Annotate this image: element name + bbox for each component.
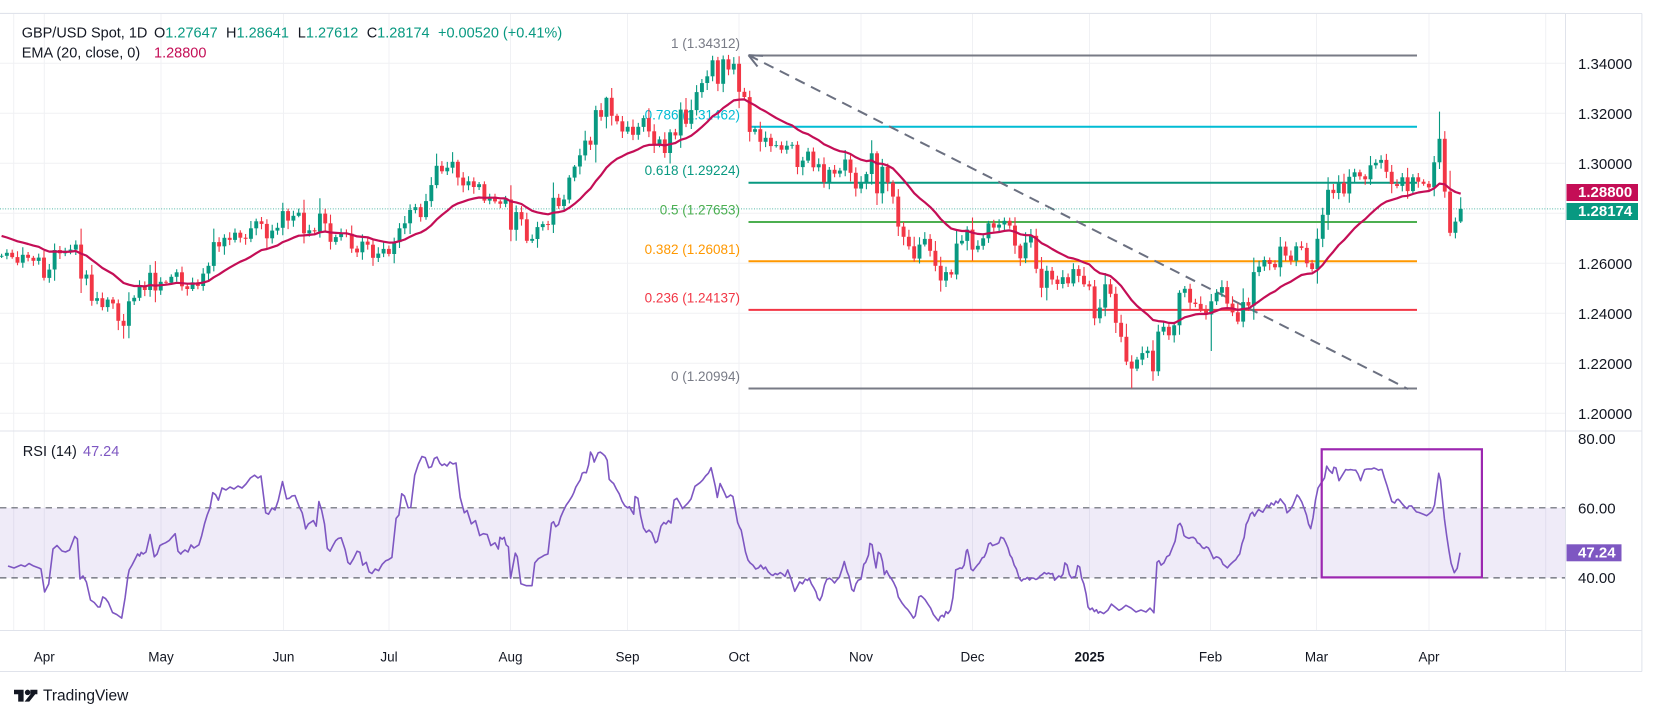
svg-text:1.28174: 1.28174 bbox=[1578, 203, 1633, 220]
svg-text:TradingView: TradingView bbox=[43, 687, 129, 704]
svg-text:80.00: 80.00 bbox=[1578, 431, 1616, 448]
svg-text:0.382 (1.26081): 0.382 (1.26081) bbox=[645, 242, 740, 257]
svg-text:1 (1.34312): 1 (1.34312) bbox=[671, 36, 740, 51]
svg-text:Mar: Mar bbox=[1305, 650, 1329, 665]
svg-text:Nov: Nov bbox=[849, 650, 873, 665]
svg-text:1.20000: 1.20000 bbox=[1578, 406, 1632, 423]
svg-text:Sep: Sep bbox=[615, 650, 639, 665]
svg-text:60.00: 60.00 bbox=[1578, 501, 1616, 518]
svg-text:RSI (14)47.24: RSI (14) 47.24 bbox=[23, 444, 119, 460]
svg-text:Jun: Jun bbox=[273, 650, 295, 665]
svg-text:Aug: Aug bbox=[498, 650, 522, 665]
svg-text:Jul: Jul bbox=[380, 650, 397, 665]
svg-text:47.24: 47.24 bbox=[1578, 544, 1616, 561]
svg-text:Oct: Oct bbox=[728, 650, 749, 665]
svg-text:1.22000: 1.22000 bbox=[1578, 356, 1632, 373]
svg-text:0 (1.20994): 0 (1.20994) bbox=[671, 369, 740, 384]
svg-text:1.26000: 1.26000 bbox=[1578, 256, 1632, 273]
svg-text:40.00: 40.00 bbox=[1578, 570, 1616, 587]
svg-text:1.34000: 1.34000 bbox=[1578, 56, 1632, 73]
svg-text:2025: 2025 bbox=[1074, 650, 1105, 665]
svg-text:EMA (20, close, 0)1.28800: EMA (20, close, 0) 1.28800 bbox=[22, 46, 207, 62]
svg-text:1.28800: 1.28800 bbox=[1578, 184, 1632, 201]
svg-text:0.618 (1.29224): 0.618 (1.29224) bbox=[645, 163, 740, 178]
svg-text:1.32000: 1.32000 bbox=[1578, 106, 1632, 123]
svg-text:Dec: Dec bbox=[960, 650, 984, 665]
svg-text:1.30000: 1.30000 bbox=[1578, 156, 1632, 173]
svg-text:May: May bbox=[148, 650, 174, 665]
svg-text:Apr: Apr bbox=[34, 650, 56, 665]
svg-text:0.5 (1.27653): 0.5 (1.27653) bbox=[660, 203, 740, 218]
svg-text:Feb: Feb bbox=[1199, 650, 1222, 665]
svg-text:Apr: Apr bbox=[1418, 650, 1440, 665]
svg-text:0.236 (1.24137): 0.236 (1.24137) bbox=[645, 290, 740, 305]
svg-text:1.24000: 1.24000 bbox=[1578, 306, 1632, 323]
